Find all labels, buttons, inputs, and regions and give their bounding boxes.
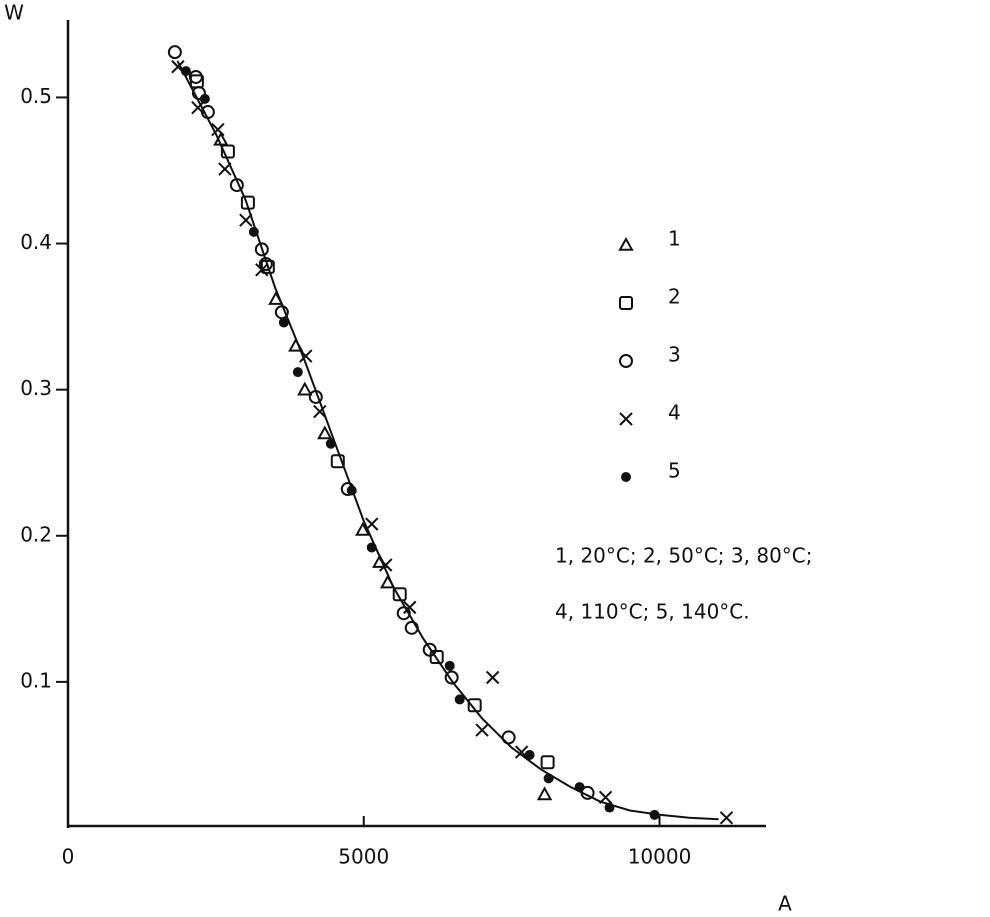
data-point [260, 259, 275, 274]
data-point [229, 178, 244, 193]
data-point [365, 517, 379, 531]
data-point [268, 291, 284, 305]
data-point [239, 213, 253, 227]
data-point [199, 93, 210, 104]
data-point [325, 438, 336, 449]
y-tick-label: 0.3 [20, 376, 52, 400]
legend-note: 1, 20°C; 2, 50°C; 3, 80°C; [555, 544, 813, 568]
data-point [396, 606, 411, 621]
data-point [167, 45, 182, 60]
data-point [444, 670, 459, 685]
data-point [429, 650, 444, 665]
data-point [254, 242, 269, 257]
legend-label: 4 [668, 401, 681, 425]
data-point [211, 122, 225, 137]
data-point [454, 694, 465, 705]
y-tick-label: 0.5 [20, 84, 52, 108]
legend-label: 3 [668, 343, 681, 367]
data-point [191, 86, 206, 101]
data-point [392, 587, 407, 602]
y-tick-label: 0.2 [20, 522, 52, 546]
data-point [444, 660, 455, 671]
data-point [278, 317, 289, 328]
legend-marker [619, 412, 633, 426]
x-tick-label: 10000 [628, 845, 692, 869]
data-point [403, 600, 417, 615]
data-point [540, 755, 555, 770]
x-axis-label: A [778, 892, 792, 916]
legend-marker [619, 354, 633, 368]
legend-label: 2 [668, 285, 681, 309]
legend-label: 1 [668, 227, 681, 251]
data-point [536, 786, 553, 801]
data-point [524, 749, 535, 760]
data-point [248, 226, 259, 237]
data-point [258, 257, 273, 272]
legend-marker [618, 236, 634, 251]
data-point [501, 730, 516, 745]
fit-curve [176, 60, 719, 821]
y-tick-label: 0.4 [20, 230, 52, 254]
data-point [366, 542, 377, 553]
data-point [180, 66, 191, 77]
data-point [299, 349, 313, 363]
legend-marker [621, 472, 631, 482]
data-point [475, 723, 489, 737]
x-tick-label: 5000 [338, 845, 389, 869]
data-point [297, 381, 313, 396]
data-point [255, 263, 269, 277]
data-point [191, 100, 205, 115]
data-point [218, 162, 232, 176]
data-point [543, 773, 554, 784]
data-point [313, 404, 327, 419]
data-point [649, 809, 660, 820]
data-point [372, 554, 388, 568]
data-point [719, 811, 734, 825]
y-tick-label: 0.1 [20, 668, 52, 692]
data-point [346, 485, 357, 496]
data-point [467, 698, 482, 713]
data-point [220, 144, 235, 159]
data-point [598, 790, 613, 805]
data-point [213, 131, 229, 146]
x-tick-label: 0 [62, 845, 75, 869]
legend-label: 5 [668, 459, 681, 483]
data-point [292, 367, 303, 378]
data-point [330, 454, 345, 469]
data-point [379, 558, 393, 572]
data-point [240, 195, 255, 210]
data-point [604, 802, 615, 813]
data-point [574, 782, 585, 793]
data-point [580, 785, 595, 800]
legend-marker [619, 296, 633, 310]
data-point [404, 620, 419, 635]
data-point [288, 337, 304, 352]
data-point [422, 642, 437, 657]
y-axis-label: W [4, 1, 24, 25]
data-point [485, 670, 500, 685]
data-point [317, 425, 333, 440]
legend-note: 4, 110°C; 5, 140°C. [555, 600, 750, 624]
data-point [308, 389, 323, 404]
data-point [380, 574, 396, 589]
data-point [188, 69, 203, 84]
